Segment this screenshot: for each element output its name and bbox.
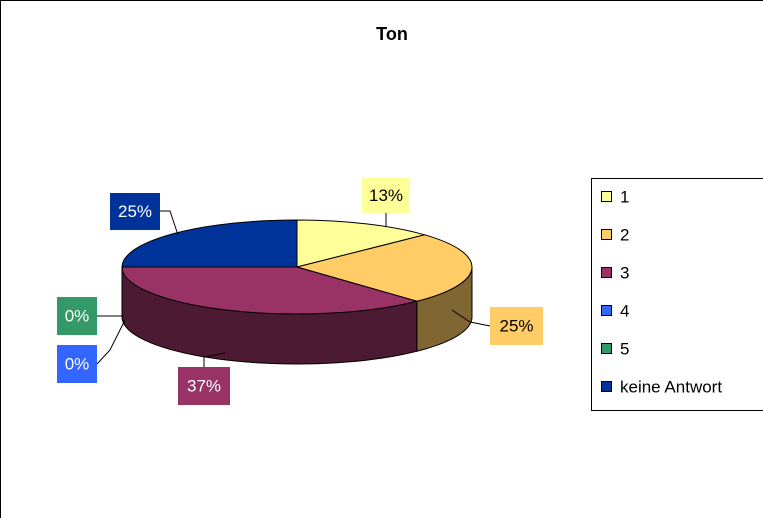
data-label-box (178, 367, 230, 405)
pie-slice (121, 219, 298, 268)
data-label: 13% (369, 186, 403, 205)
legend-swatch (601, 305, 612, 316)
pie-slice (296, 219, 427, 268)
legend-label: 3 (620, 263, 629, 282)
data-label-box (490, 307, 543, 345)
data-label: 0% (65, 306, 90, 325)
leader-line (203, 352, 226, 367)
data-label: 25% (118, 202, 152, 221)
data-label-box (57, 345, 97, 383)
data-label-box (362, 178, 410, 213)
chart-title: Ton (376, 24, 408, 44)
legend-swatch (601, 267, 612, 278)
leader-line (96, 319, 126, 365)
data-label-box (57, 297, 97, 335)
legend-swatch (601, 229, 612, 240)
pie-slice (121, 266, 419, 315)
legend-label: 2 (620, 225, 629, 244)
legend-swatch (601, 381, 612, 392)
legend-swatch (601, 191, 612, 202)
legend-label: 5 (620, 339, 629, 358)
data-label-box (110, 193, 160, 230)
legend-label: 1 (620, 187, 629, 206)
legend-label: keine Antwort (620, 377, 722, 396)
legend-box (591, 178, 763, 411)
data-label: 37% (187, 376, 221, 395)
leader-line (160, 210, 179, 236)
legend-swatch (601, 343, 612, 354)
data-label: 0% (65, 354, 90, 373)
pie-slice (295, 234, 473, 302)
leader-line (451, 309, 491, 327)
legend-label: 4 (620, 301, 629, 320)
data-label: 25% (499, 316, 533, 335)
